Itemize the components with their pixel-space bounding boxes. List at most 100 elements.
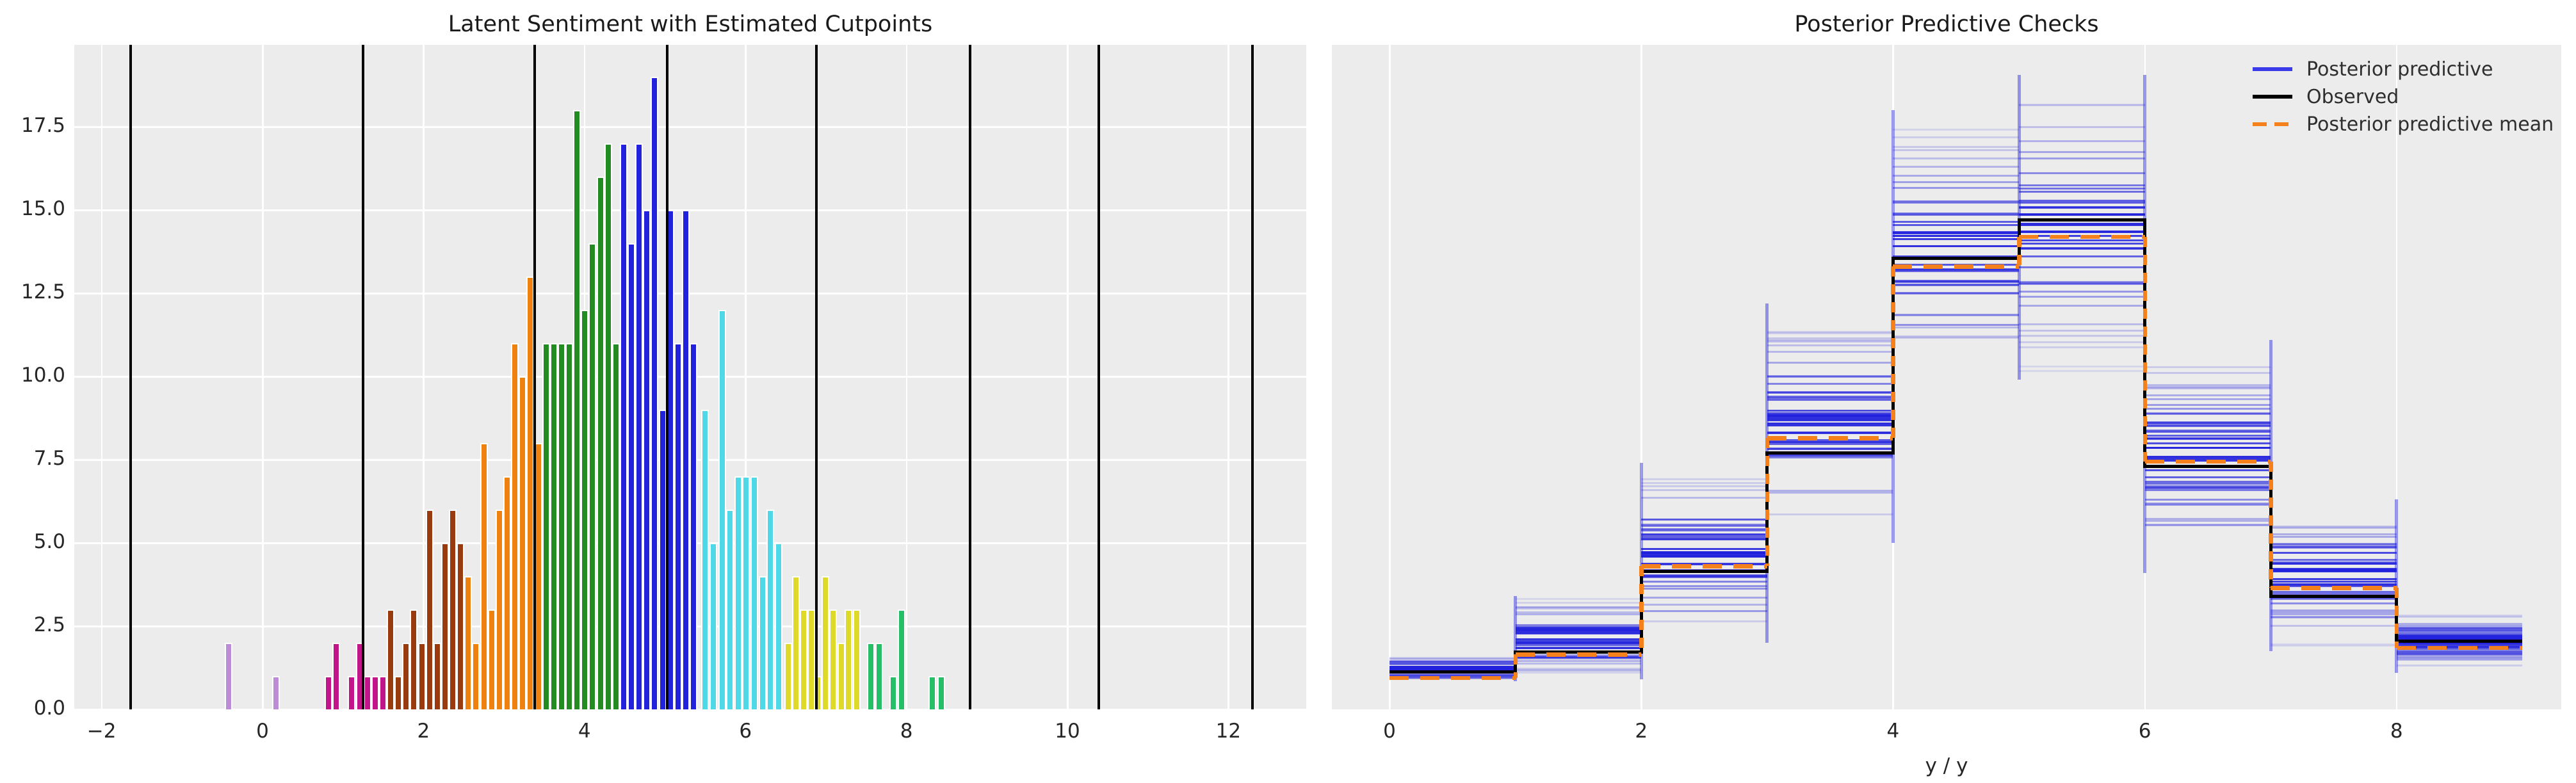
- posterior-draw-line: [1893, 324, 2019, 327]
- histogram-bar: [325, 676, 333, 709]
- posterior-draw-line: [1389, 658, 1516, 660]
- posterior-draw-line: [1641, 485, 1767, 487]
- posterior-draw-line: [1767, 362, 1893, 364]
- posterior-draw-line: [2144, 520, 2271, 522]
- posterior-draw-line: [2019, 282, 2145, 285]
- posterior-draw-line: [2396, 658, 2523, 660]
- posterior-draw-line: [1641, 620, 1767, 623]
- cutpoint-line: [814, 45, 818, 709]
- histogram-bar: [709, 543, 717, 709]
- histogram-bar: [612, 343, 620, 709]
- x-tick-label: 4: [578, 720, 591, 743]
- histogram-bar: [387, 609, 395, 709]
- posterior-draw-line: [2271, 583, 2397, 585]
- posterior-draw-line: [1893, 230, 2019, 233]
- posterior-draw-line: [2271, 559, 2397, 561]
- posterior-draw-line: [1893, 214, 2019, 216]
- posterior-draw-line: [2396, 625, 2523, 627]
- v-gridline: [1227, 45, 1229, 709]
- posterior-draw-line: [2271, 568, 2397, 570]
- posterior-draw-line: [1893, 336, 2019, 339]
- posterior-draw-line: [2396, 636, 2523, 639]
- posterior-draw-line: [1389, 661, 1516, 663]
- posterior-draw-line: [2019, 199, 2145, 202]
- posterior-draw-line: [2396, 658, 2523, 661]
- histogram-bar: [766, 510, 775, 709]
- observed-step-h: [1893, 256, 2019, 260]
- posterior-draw-line: [1767, 383, 1893, 385]
- x-tick-label: 6: [739, 720, 752, 743]
- histogram-bar: [225, 643, 233, 709]
- histogram-bar: [542, 343, 550, 709]
- cutpoint-line: [666, 45, 669, 709]
- posterior-draw-line: [2144, 407, 2271, 410]
- posterior-draw-edge: [2395, 499, 2399, 673]
- histogram-bar: [837, 643, 845, 709]
- histogram-bar: [495, 510, 503, 709]
- histogram-bar: [371, 676, 379, 709]
- x-tick-label: 2: [417, 720, 430, 743]
- posterior-draw-line: [1641, 576, 1767, 579]
- posterior-draw-line: [1767, 432, 1893, 434]
- posterior-draw-line: [2396, 642, 2523, 644]
- v-gridline: [423, 45, 425, 709]
- posterior-draw-line: [1893, 186, 2019, 189]
- x-tick-label: 0: [256, 720, 269, 743]
- posterior-draw-line: [2144, 366, 2271, 369]
- posterior-draw-line: [2396, 643, 2523, 646]
- posterior-draw-line: [2019, 330, 2145, 332]
- mean-step-h: [1515, 652, 1642, 657]
- line-swatch: [2253, 67, 2292, 71]
- mean-step-h: [2019, 234, 2145, 239]
- posterior-draw-line: [1641, 604, 1767, 606]
- observed-step-h: [1389, 670, 1516, 674]
- posterior-draw-line: [1389, 672, 1516, 675]
- posterior-draw-line: [2271, 643, 2397, 645]
- posterior-draw-line: [1515, 669, 1642, 672]
- posterior-draw-line: [2396, 653, 2523, 656]
- posterior-draw-line: [2396, 627, 2523, 629]
- posterior-draw-line: [2271, 617, 2397, 619]
- posterior-draw-line: [2144, 524, 2271, 526]
- posterior-draw-line: [2271, 581, 2397, 583]
- posterior-draw-edge: [1514, 596, 1518, 681]
- posterior-draw-line: [2019, 295, 2145, 298]
- posterior-draw-line: [2271, 533, 2397, 535]
- posterior-draw-line: [1515, 660, 1642, 663]
- posterior-draw-line: [2144, 457, 2271, 460]
- posterior-draw-line: [2271, 615, 2397, 618]
- posterior-draw-line: [2144, 386, 2271, 389]
- histogram-bar: [658, 410, 667, 709]
- posterior-draw-line: [1767, 424, 1893, 427]
- posterior-draw-line: [2144, 488, 2271, 491]
- posterior-draw-line: [1767, 339, 1893, 341]
- posterior-draw-line: [1767, 414, 1893, 417]
- histogram-bar: [889, 676, 898, 709]
- posterior-draw-line: [2019, 366, 2145, 368]
- right-chart-title: Posterior Predictive Checks: [1794, 12, 2099, 37]
- x-tick-label: −2: [86, 720, 117, 743]
- posterior-draw-line: [1767, 513, 1893, 515]
- posterior-draw-line: [1767, 412, 1893, 415]
- posterior-draw-line: [2144, 442, 2271, 444]
- posterior-draw-line: [2271, 527, 2397, 529]
- posterior-draw-line: [2019, 104, 2145, 107]
- posterior-draw-line: [1893, 279, 2019, 282]
- histogram-bar: [449, 510, 457, 709]
- posterior-draw-line: [2144, 412, 2271, 415]
- observed-step-h: [2271, 594, 2397, 598]
- posterior-draw-line: [2144, 469, 2271, 471]
- v-gridline: [101, 45, 103, 709]
- posterior-draw-line: [2019, 230, 2145, 232]
- histogram-bar: [348, 676, 356, 709]
- posterior-draw-line: [1641, 529, 1767, 531]
- posterior-draw-line: [2019, 104, 2145, 106]
- posterior-draw-line: [2019, 255, 2145, 257]
- x-tick-label: 0: [1383, 720, 1396, 743]
- posterior-draw-line: [2271, 625, 2397, 627]
- cutpoint-line: [1251, 45, 1254, 709]
- posterior-draw-line: [1515, 656, 1642, 658]
- posterior-draw-line: [1515, 613, 1642, 615]
- posterior-draw-line: [2271, 552, 2397, 554]
- posterior-draw-line: [2396, 652, 2523, 655]
